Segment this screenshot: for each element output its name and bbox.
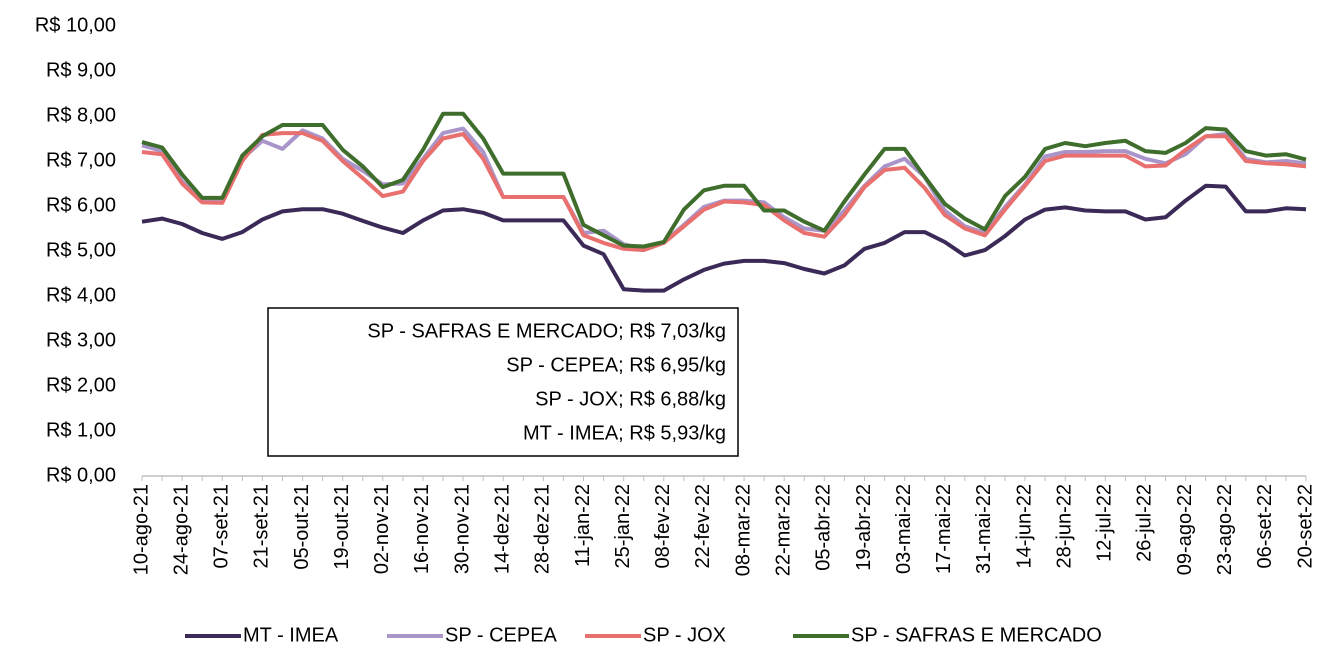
x-tick-label: 25-jan-22 xyxy=(612,484,634,569)
x-tick-label: 07-set-21 xyxy=(211,484,233,569)
y-tick-label: R$ 10,00 xyxy=(35,14,116,36)
annotation-text: SP - CEPEA; R$ 6,95/kg xyxy=(506,354,726,376)
x-tick-label: 09-ago-22 xyxy=(1174,484,1196,575)
x-tick-label: 28-jun-22 xyxy=(1053,484,1075,569)
y-tick-label: R$ 4,00 xyxy=(46,284,116,306)
x-tick-label: 19-abr-22 xyxy=(853,484,875,571)
annotation-box xyxy=(267,307,739,457)
x-tick-label: 26-jul-22 xyxy=(1134,484,1156,562)
x-tick-label: 30-nov-21 xyxy=(451,484,473,574)
x-tick-label: 21-set-21 xyxy=(251,484,273,569)
x-tick-label: 22-mar-22 xyxy=(772,484,794,576)
series-line xyxy=(141,183,1307,293)
x-tick-label: 22-fev-22 xyxy=(692,484,714,569)
x-tick-label: 20-set-22 xyxy=(1294,484,1316,569)
x-tick-label: 12-jul-22 xyxy=(1094,484,1116,562)
y-tick-label: R$ 1,00 xyxy=(46,419,116,441)
x-tick-label: 08-mar-22 xyxy=(732,484,754,576)
x-tick-label: 16-nov-21 xyxy=(411,484,433,574)
x-tick-label: 11-jan-22 xyxy=(572,484,594,567)
x-tick-label: 03-mai-22 xyxy=(893,484,915,574)
annotation-text: SP - JOX; R$ 6,88/kg xyxy=(535,388,726,410)
x-tick-label: 14-dez-21 xyxy=(492,484,514,574)
x-tick-label: 06-set-22 xyxy=(1254,484,1276,569)
y-tick-label: R$ 9,00 xyxy=(46,59,116,81)
annotation-text: SP - SAFRAS E MERCADO; R$ 7,03/kg xyxy=(367,320,726,342)
x-tick-label: 28-dez-21 xyxy=(532,484,554,574)
x-tick-label: 24-ago-21 xyxy=(170,484,192,575)
x-tick-label: 02-nov-21 xyxy=(371,484,393,574)
y-tick-label: R$ 6,00 xyxy=(46,194,116,216)
x-tick-label: 05-out-21 xyxy=(291,484,313,570)
y-tick-label: R$ 3,00 xyxy=(46,329,116,351)
series-line xyxy=(141,126,1307,251)
annotation-text: MT - IMEA; R$ 5,93/kg xyxy=(523,422,726,444)
x-tick-label: 05-abr-22 xyxy=(813,484,835,571)
x-tick-label: 23-ago-22 xyxy=(1214,484,1236,575)
y-tick-label: R$ 5,00 xyxy=(46,239,116,261)
legend-label: SP - JOX xyxy=(643,624,726,646)
legend-label: MT - IMEA xyxy=(243,624,339,646)
series-line xyxy=(141,111,1307,249)
x-tick-label: 08-fev-22 xyxy=(652,484,674,569)
y-tick-label: R$ 8,00 xyxy=(46,104,116,126)
series-line xyxy=(141,131,1307,253)
x-tick-label: 19-out-21 xyxy=(331,484,353,570)
x-tick-label: 14-jun-22 xyxy=(1013,484,1035,569)
legend-label: SP - SAFRAS E MERCADO xyxy=(851,624,1102,646)
y-tick-label: R$ 2,00 xyxy=(46,374,116,396)
legend-label: SP - CEPEA xyxy=(445,624,558,646)
x-tick-label: 17-mai-22 xyxy=(933,484,955,574)
x-tick-label: 10-ago-21 xyxy=(130,484,152,575)
y-tick-label: R$ 0,00 xyxy=(46,464,116,486)
y-tick-label: R$ 7,00 xyxy=(46,149,116,171)
x-tick-label: 31-mai-22 xyxy=(973,484,995,574)
